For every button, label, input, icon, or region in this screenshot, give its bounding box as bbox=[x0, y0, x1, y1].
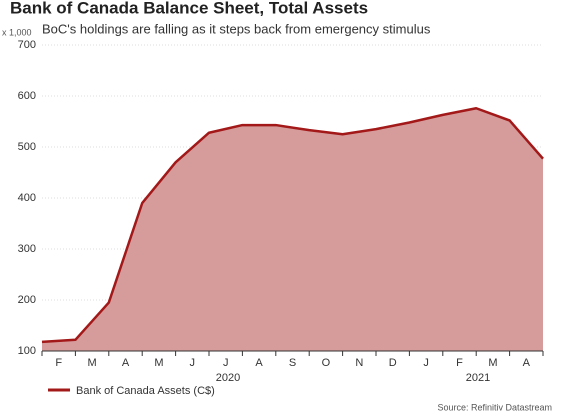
y-tick-label: 400 bbox=[18, 192, 36, 204]
x-tick-label: N bbox=[355, 357, 363, 369]
x-tick-label: M bbox=[88, 357, 97, 369]
chart-title: Bank of Canada Balance Sheet, Total Asse… bbox=[10, 0, 368, 17]
year-label: 2021 bbox=[466, 372, 490, 384]
source: Source: Refinitiv Datastream bbox=[437, 402, 552, 412]
x-tick-label: J bbox=[223, 357, 229, 369]
y-tick-label: 700 bbox=[18, 39, 36, 51]
x-tick-label: F bbox=[55, 357, 62, 369]
x-tick-label: M bbox=[488, 357, 497, 369]
x-tick-label: O bbox=[322, 357, 331, 369]
y-tick-label: 300 bbox=[18, 243, 36, 255]
y-tick-label: 600 bbox=[18, 90, 36, 102]
x-tick-label: A bbox=[523, 357, 531, 369]
y-tick-label: 200 bbox=[18, 294, 36, 306]
x-tick-label: J bbox=[190, 357, 196, 369]
chart-subtitle: BoC's holdings are falling as it steps b… bbox=[42, 21, 431, 36]
x-tick-label: S bbox=[289, 357, 296, 369]
year-label: 2020 bbox=[216, 372, 240, 384]
y-unit: x 1,000 bbox=[2, 27, 32, 37]
x-tick-label: F bbox=[456, 357, 463, 369]
y-tick-label: 500 bbox=[18, 141, 36, 153]
x-tick-label: D bbox=[389, 357, 397, 369]
x-tick-label: A bbox=[122, 357, 130, 369]
legend-label: Bank of Canada Assets (C$) bbox=[76, 385, 215, 397]
y-tick-label: 100 bbox=[18, 345, 36, 357]
line bbox=[41, 106, 544, 344]
x-tick-label: J bbox=[423, 357, 429, 369]
area bbox=[42, 108, 543, 352]
x-tick-label: A bbox=[255, 357, 263, 369]
x-tick-label: M bbox=[154, 357, 163, 369]
